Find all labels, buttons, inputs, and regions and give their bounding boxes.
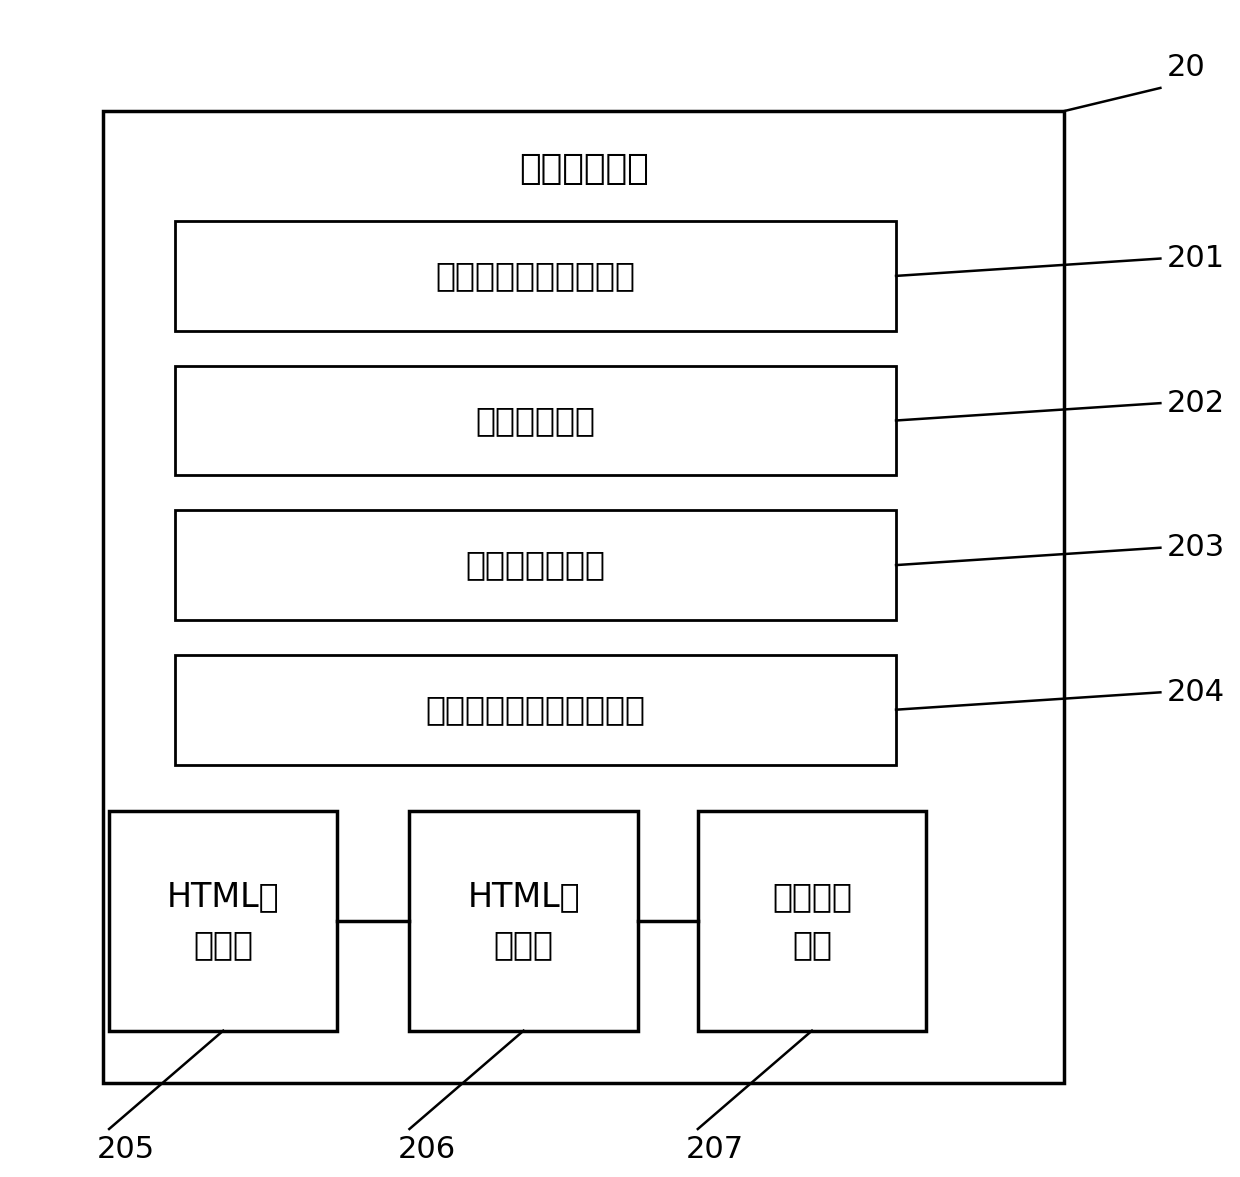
Text: HTML接
收单元: HTML接 收单元: [167, 880, 279, 962]
Text: HTML解
析单元: HTML解 析单元: [467, 880, 580, 962]
Text: 研究者客户端: 研究者客户端: [518, 152, 649, 186]
Text: 203: 203: [1167, 533, 1225, 563]
Bar: [175, 654, 897, 765]
Bar: [698, 811, 926, 1031]
Text: 20: 20: [1167, 53, 1205, 82]
Text: 202: 202: [1167, 388, 1225, 418]
Text: 205: 205: [97, 1135, 155, 1164]
Bar: [175, 510, 897, 620]
Text: 201: 201: [1167, 244, 1225, 273]
Bar: [175, 221, 897, 331]
Text: 207: 207: [686, 1135, 744, 1164]
Text: 用户注册信息发送单元: 用户注册信息发送单元: [435, 259, 636, 292]
Text: 页面显示
单元: 页面显示 单元: [773, 880, 852, 962]
Text: 204: 204: [1167, 678, 1225, 707]
Bar: [409, 811, 637, 1031]
Bar: [175, 366, 897, 476]
Text: 206: 206: [398, 1135, 455, 1164]
Text: 文件编辑单元: 文件编辑单元: [476, 404, 595, 437]
Text: 表单模板存储器: 表单模板存储器: [465, 548, 605, 581]
Bar: [103, 111, 1064, 1083]
Text: 病例数据采集与传输单元: 病例数据采集与传输单元: [425, 693, 646, 726]
Bar: [109, 811, 337, 1031]
